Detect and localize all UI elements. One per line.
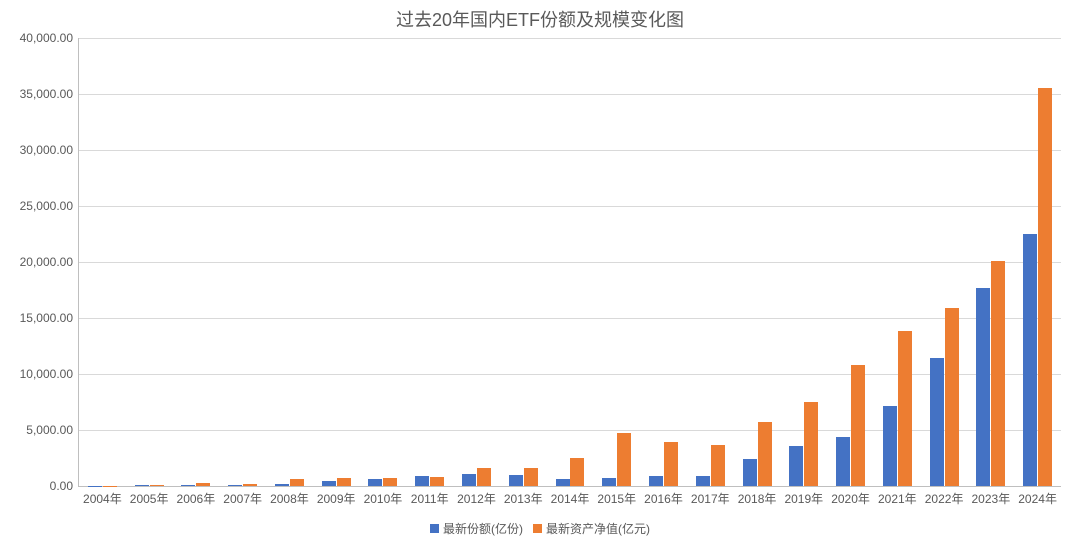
- y-tick-label: 20,000.00: [20, 255, 79, 269]
- x-tick-label: 2008年: [270, 486, 309, 507]
- x-tick-label: 2010年: [364, 486, 403, 507]
- legend-label: 最新资产净值(亿元): [546, 520, 650, 537]
- y-tick-label: 5,000.00: [26, 423, 79, 437]
- bar: [883, 406, 897, 486]
- x-tick-label: 2005年: [130, 486, 169, 507]
- legend-item: 最新份额(亿份): [430, 520, 523, 537]
- chart-container: 过去20年国内ETF份额及规模变化图 0.005,000.0010,000.00…: [0, 0, 1080, 544]
- bar: [228, 485, 242, 486]
- grid-line: [79, 374, 1061, 375]
- grid-line: [79, 150, 1061, 151]
- x-tick-label: 2020年: [831, 486, 870, 507]
- y-tick-label: 25,000.00: [20, 199, 79, 213]
- bar: [851, 365, 865, 486]
- x-tick-label: 2007年: [223, 486, 262, 507]
- bar: [524, 468, 538, 486]
- x-tick-label: 2023年: [971, 486, 1010, 507]
- grid-line: [79, 94, 1061, 95]
- bar: [135, 485, 149, 486]
- bar: [509, 475, 523, 486]
- bar: [898, 331, 912, 486]
- x-tick-label: 2013年: [504, 486, 543, 507]
- legend-item: 最新资产净值(亿元): [533, 520, 650, 537]
- chart-title: 过去20年国内ETF份额及规模变化图: [0, 6, 1080, 32]
- x-tick-label: 2014年: [551, 486, 590, 507]
- x-tick-label: 2024年: [1018, 486, 1057, 507]
- legend: 最新份额(亿份) 最新资产净值(亿元): [0, 520, 1080, 537]
- bar: [930, 358, 944, 486]
- x-tick-label: 2012年: [457, 486, 496, 507]
- bar: [415, 476, 429, 486]
- bar: [836, 437, 850, 486]
- bar: [743, 459, 757, 486]
- x-tick-label: 2016年: [644, 486, 683, 507]
- bar: [602, 478, 616, 486]
- bar: [711, 445, 725, 486]
- x-tick-label: 2009年: [317, 486, 356, 507]
- x-tick-label: 2004年: [83, 486, 122, 507]
- bar: [570, 458, 584, 486]
- bar: [243, 484, 257, 486]
- grid-line: [79, 318, 1061, 319]
- bar: [1038, 88, 1052, 486]
- y-tick-label: 15,000.00: [20, 311, 79, 325]
- bar: [991, 261, 1005, 486]
- bar: [275, 484, 289, 486]
- bar: [383, 478, 397, 486]
- legend-swatch: [430, 524, 439, 533]
- bar: [181, 485, 195, 486]
- bar: [322, 481, 336, 486]
- bar: [368, 479, 382, 486]
- bar: [1023, 234, 1037, 486]
- bar: [664, 442, 678, 486]
- bar: [945, 308, 959, 486]
- y-tick-label: 0.00: [50, 479, 79, 493]
- x-tick-label: 2011年: [411, 486, 449, 507]
- bar: [290, 479, 304, 486]
- x-tick-label: 2022年: [925, 486, 964, 507]
- bar: [976, 288, 990, 486]
- x-tick-label: 2017年: [691, 486, 730, 507]
- plot-area: 0.005,000.0010,000.0015,000.0020,000.002…: [78, 38, 1061, 487]
- bar: [789, 446, 803, 486]
- y-tick-label: 10,000.00: [20, 367, 79, 381]
- bar: [804, 402, 818, 486]
- bar: [196, 483, 210, 486]
- grid-line: [79, 206, 1061, 207]
- x-tick-label: 2021年: [878, 486, 917, 507]
- y-tick-label: 40,000.00: [20, 31, 79, 45]
- grid-line: [79, 430, 1061, 431]
- grid-line: [79, 262, 1061, 263]
- x-tick-label: 2018年: [738, 486, 777, 507]
- x-tick-label: 2019年: [784, 486, 823, 507]
- bar: [477, 468, 491, 486]
- y-tick-label: 35,000.00: [20, 87, 79, 101]
- bar: [696, 476, 710, 486]
- y-tick-label: 30,000.00: [20, 143, 79, 157]
- bar: [337, 478, 351, 486]
- x-tick-label: 2006年: [177, 486, 216, 507]
- bar: [556, 479, 570, 486]
- bar: [649, 476, 663, 486]
- legend-swatch: [533, 524, 542, 533]
- bar: [617, 433, 631, 486]
- bar: [462, 474, 476, 486]
- bar: [430, 477, 444, 486]
- grid-line: [79, 38, 1061, 39]
- bar: [150, 485, 164, 486]
- bar: [758, 422, 772, 486]
- legend-label: 最新份额(亿份): [443, 520, 523, 537]
- x-tick-label: 2015年: [597, 486, 636, 507]
